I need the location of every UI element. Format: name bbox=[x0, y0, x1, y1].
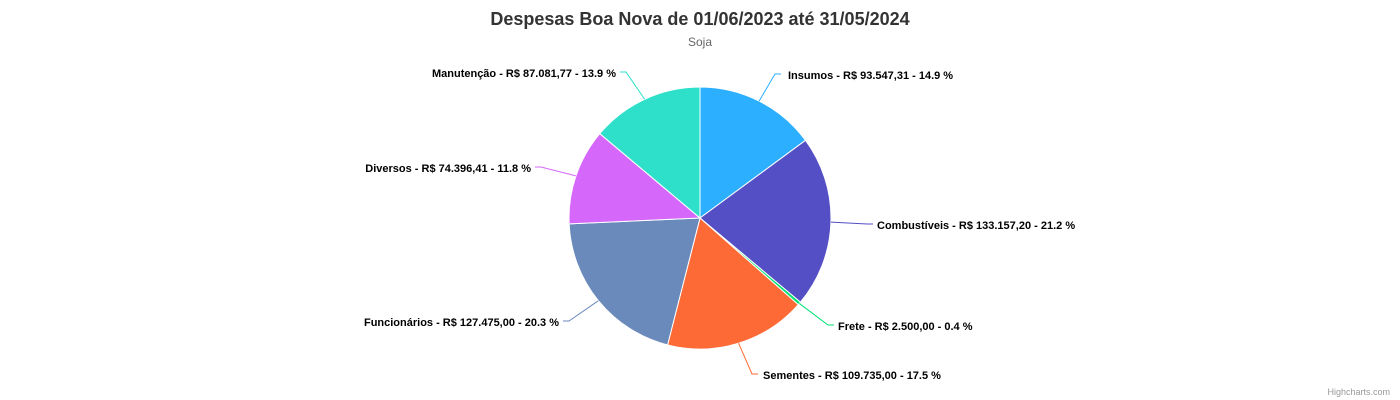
data-label-funcionários: Funcionários - R$ 127.475,00 - 20.3 % bbox=[364, 317, 559, 329]
data-label-insumos: Insumos - R$ 93.547,31 - 14.9 % bbox=[788, 70, 953, 82]
data-label-sementes: Sementes - R$ 109.735,00 - 17.5 % bbox=[763, 370, 941, 382]
data-label-diversos: Diversos - R$ 74.396,41 - 11.8 % bbox=[365, 163, 531, 175]
connector-insumos bbox=[759, 74, 781, 101]
connector-combustíveis bbox=[831, 222, 873, 224]
connector-diversos bbox=[535, 167, 576, 176]
data-label-manutenção: Manutenção - R$ 87.081,77 - 13.9 % bbox=[432, 68, 616, 80]
connector-manutenção bbox=[620, 72, 645, 99]
connector-frete bbox=[799, 303, 834, 325]
chart-title: Despesas Boa Nova de 01/06/2023 até 31/0… bbox=[490, 9, 909, 29]
connector-funcionários bbox=[563, 301, 598, 321]
connector-sementes bbox=[739, 343, 758, 374]
chart-subtitle: Soja bbox=[688, 35, 712, 49]
data-label-frete: Frete - R$ 2.500,00 - 0.4 % bbox=[838, 321, 973, 333]
data-label-combustíveis: Combustíveis - R$ 133.157,20 - 21.2 % bbox=[877, 220, 1075, 232]
slices-group bbox=[569, 87, 831, 349]
credits-link[interactable]: Highcharts.com bbox=[1327, 387, 1390, 397]
